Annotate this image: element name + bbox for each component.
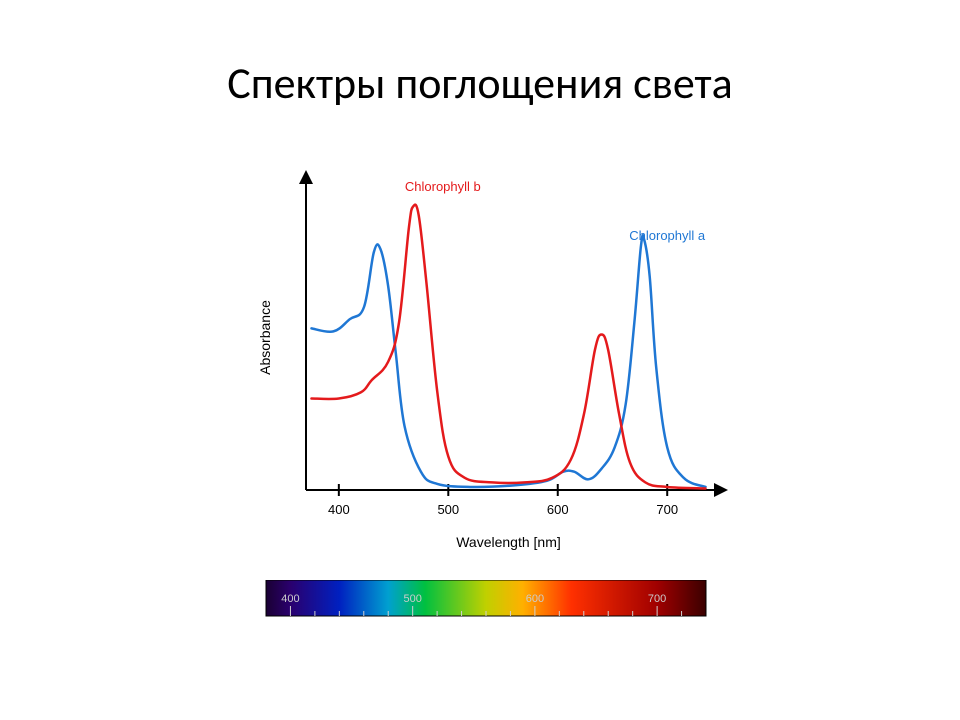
spectrum-tick-label: 700	[648, 593, 666, 605]
visible-spectrum-bar: 400 500 600 700	[236, 580, 736, 635]
x-axis-label: Wavelength [nm]	[456, 534, 561, 550]
x-tick-label: 400	[328, 502, 350, 517]
absorbance-chart: 400 500 600 700 Wavelength [nm] Absorbance Chl…	[236, 170, 736, 565]
page-title: Спектры поглощения света	[0, 56, 960, 110]
series-line	[311, 235, 705, 487]
y-axis-label: Absorbance	[257, 300, 273, 375]
series-label: Chlorophyll b	[405, 179, 481, 194]
spectrum-tick-label: 500	[403, 593, 421, 605]
x-tick-label: 700	[656, 502, 678, 517]
x-tick-label: 500	[437, 502, 459, 517]
spectrum-tick-label: 600	[526, 593, 544, 605]
x-tick-label: 600	[547, 502, 569, 517]
spectrum-bar	[266, 580, 706, 616]
series-label: Chlorophyll a	[629, 228, 706, 243]
spectrum-tick-label: 400	[281, 593, 299, 605]
